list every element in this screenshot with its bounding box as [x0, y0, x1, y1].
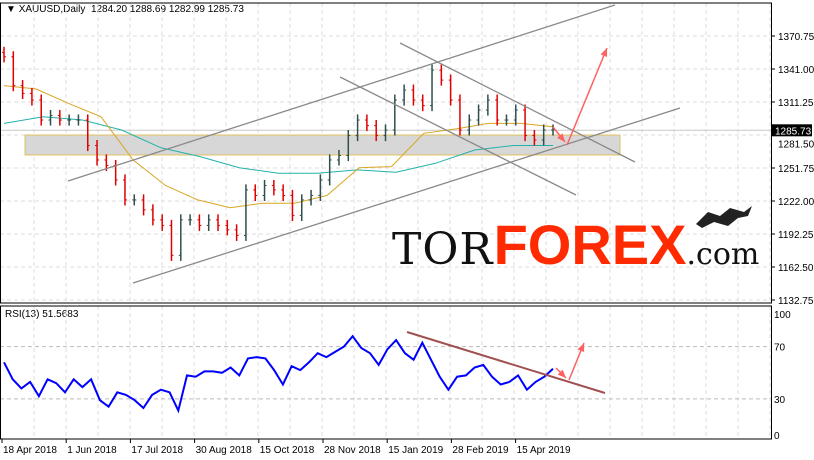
price-tick-label: 1341.00	[778, 65, 814, 76]
descending-lower-line	[339, 76, 577, 196]
chart-header: ▼ XAUUSD,Daily 1284.20 1288.69 1282.99 1…	[6, 4, 244, 15]
channel-upper-line	[67, 4, 616, 182]
price-tick-label: 1370.75	[778, 32, 814, 43]
torforex-logo: TORFOREX.com	[392, 206, 759, 276]
rsi-panel-frame	[0, 305, 772, 440]
ohlc-close: 1285.73	[207, 4, 244, 15]
price-tick-label: 1192.25	[778, 230, 814, 241]
rsi-trend-line	[406, 331, 606, 394]
price-tick-label: 1281.50	[778, 139, 814, 150]
current-price-box	[772, 124, 812, 137]
rsi-line	[3, 334, 554, 414]
current-price-label: 1285.73	[775, 126, 812, 137]
price-tick-label: 1222.00	[778, 197, 814, 208]
ohlc-high: 1288.69	[129, 4, 167, 15]
rsi-tick-label: 100	[774, 310, 791, 321]
ohlc-open: 1284.20	[90, 4, 128, 15]
date-tick-label: 15 Oct 2018	[260, 445, 315, 456]
date-tick-label: 15 Apr 2019	[517, 445, 571, 456]
channel-lower-line	[132, 107, 681, 284]
price-tick-label: 1311.25	[778, 98, 814, 109]
down-arrow-head	[557, 133, 565, 142]
support-zone	[24, 134, 621, 156]
collapse-triangle-icon[interactable]: ▼	[6, 4, 16, 15]
date-tick-label: 28 Feb 2019	[452, 445, 509, 456]
date-tick-label: 18 Apr 2018	[3, 445, 57, 456]
rsi-tick-label: 0	[774, 431, 780, 442]
date-tick-label: 1 Jun 2018	[67, 445, 117, 456]
price-panel-frame	[0, 2, 772, 304]
up-arrow-head	[600, 48, 608, 57]
price-tick-label: 1162.50	[778, 263, 814, 274]
date-tick-label: 15 Jan 2019	[388, 445, 443, 456]
rsi-down-arrow-head	[557, 369, 566, 378]
up-arrow	[566, 47, 608, 146]
ma-slow-line	[3, 116, 553, 174]
ohlc-low: 1282.99	[168, 4, 205, 15]
rsi-tick-label: 30	[774, 395, 786, 406]
price-tick-label: 1132.75	[778, 296, 814, 307]
symbol-timeframe: XAUUSD,Daily	[18, 4, 86, 15]
date-tick-label: 28 Nov 2018	[324, 445, 381, 456]
bull-bear-icon	[696, 206, 752, 228]
rsi-up-arrow-head	[577, 343, 585, 352]
date-tick-label: 30 Aug 2018	[196, 445, 253, 456]
ma-fast-line	[3, 85, 554, 209]
date-tick-label: 17 Jul 2018	[131, 445, 183, 456]
descending-upper-line	[399, 42, 636, 163]
rsi-tick-label: 70	[774, 343, 786, 354]
rsi-label: RSI(13) 51.5683	[5, 309, 79, 320]
price-tick-label: 1251.75	[778, 164, 814, 175]
